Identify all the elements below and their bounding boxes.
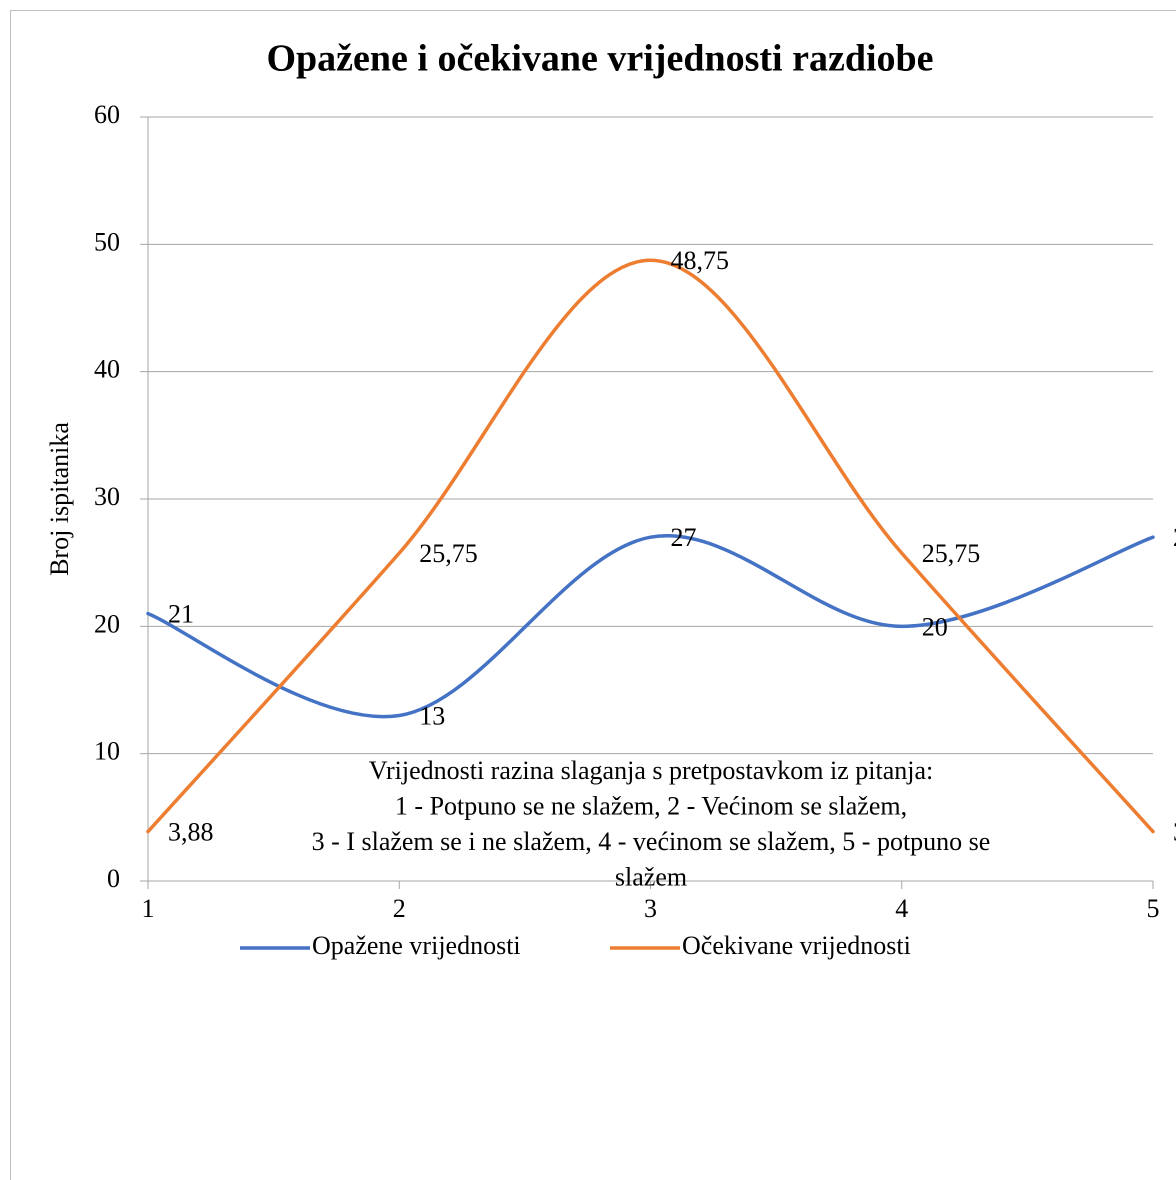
data-label: 25,75 bbox=[922, 539, 981, 568]
data-label: 27 bbox=[671, 523, 697, 552]
x-axis-label: 3 - I slažem se i ne slažem, 4 - većinom… bbox=[312, 827, 991, 856]
y-axis-label: Broj ispitanika bbox=[45, 422, 74, 576]
y-tick-label: 0 bbox=[107, 864, 120, 893]
data-label: 13 bbox=[419, 701, 445, 730]
y-tick-label: 60 bbox=[94, 100, 120, 129]
y-tick-label: 30 bbox=[94, 482, 120, 511]
x-tick-label: 4 bbox=[895, 894, 908, 923]
data-label: 25,75 bbox=[419, 539, 478, 568]
data-label: 20 bbox=[922, 612, 948, 641]
y-tick-label: 40 bbox=[94, 355, 120, 384]
data-label: 3,88 bbox=[1173, 818, 1176, 847]
data-label: 3,88 bbox=[168, 818, 214, 847]
series-line bbox=[146, 258, 1155, 834]
chart-frame bbox=[10, 10, 1176, 1180]
series-line bbox=[146, 534, 1155, 719]
x-axis-label: Vrijednosti razina slaganja s pretpostav… bbox=[369, 756, 934, 785]
x-tick-label: 1 bbox=[142, 894, 155, 923]
x-tick-label: 5 bbox=[1147, 894, 1160, 923]
data-label: 48,75 bbox=[671, 246, 730, 275]
y-tick-label: 10 bbox=[94, 737, 120, 766]
y-tick-label: 20 bbox=[94, 609, 120, 638]
data-label: 27 bbox=[1173, 523, 1176, 552]
x-tick-label: 3 bbox=[644, 894, 657, 923]
x-axis-label: slažem bbox=[615, 862, 687, 891]
chart-title: Opažene i očekivane vrijednosti razdiobe bbox=[266, 38, 933, 80]
legend-label: Očekivane vrijednosti bbox=[682, 931, 911, 960]
x-tick-label: 2 bbox=[393, 894, 406, 923]
y-tick-label: 50 bbox=[94, 227, 120, 256]
data-label: 21 bbox=[168, 600, 194, 629]
legend-label: Opažene vrijednosti bbox=[312, 931, 521, 960]
x-axis-label: 1 - Potpuno se ne slažem, 2 - Većinom se… bbox=[395, 791, 907, 820]
